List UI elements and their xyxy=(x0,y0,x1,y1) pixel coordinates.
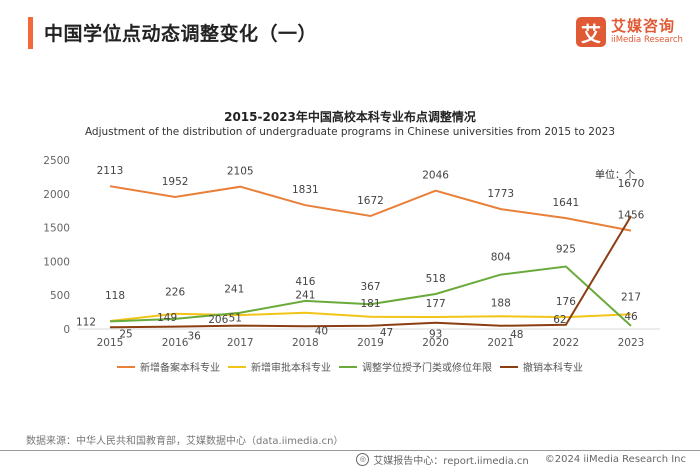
series-line-1 xyxy=(109,185,632,232)
data-label: 176 xyxy=(556,296,576,308)
y-tick-label: 1000 xyxy=(43,256,70,268)
series-line-4 xyxy=(109,215,632,329)
y-tick-label: 1500 xyxy=(43,223,70,235)
data-label: 46 xyxy=(624,311,638,323)
data-label: 93 xyxy=(429,329,442,341)
data-label: 925 xyxy=(556,243,576,255)
x-tick-label: 2016 xyxy=(162,337,189,349)
legend-item: 新增备案本科专业 xyxy=(117,359,220,374)
data-label: 188 xyxy=(491,297,511,309)
x-tick-label: 2023 xyxy=(618,337,645,349)
x-tick-label: 2021 xyxy=(487,337,514,349)
data-label: 206 xyxy=(208,314,228,326)
data-label: 2105 xyxy=(227,166,254,178)
footer-divider xyxy=(0,450,700,451)
data-label: 2113 xyxy=(97,165,124,177)
x-tick-label: 2018 xyxy=(292,337,319,349)
data-label: 47 xyxy=(380,327,393,339)
data-label: 226 xyxy=(165,287,185,299)
footer: ◎ 艾媒报告中心：report.iimedia.cn ©2024 iiMedia… xyxy=(356,452,686,467)
footer-report-center: 艾媒报告中心：report.iimedia.cn xyxy=(373,456,529,467)
chart-subtitle: Adjustment of the distribution of underg… xyxy=(84,126,616,138)
x-tick-label: 2017 xyxy=(227,337,254,349)
series-line-2 xyxy=(109,311,632,322)
data-label: 217 xyxy=(621,291,641,303)
x-tick-label: 2015 xyxy=(97,337,124,349)
y-tick-label: 0 xyxy=(63,324,70,336)
logo-name-cn: 艾媒咨询 xyxy=(611,17,676,35)
legend-swatch xyxy=(500,365,518,368)
series-line-3 xyxy=(109,265,632,327)
data-label: 1641 xyxy=(553,197,580,209)
logo-icon: 艾 xyxy=(576,17,606,47)
data-label: 1456 xyxy=(618,210,645,222)
data-label: 25 xyxy=(119,328,132,340)
data-label: 241 xyxy=(224,284,244,296)
legend-label: 撤销本科专业 xyxy=(523,363,583,374)
unit-label: 单位：个 xyxy=(595,170,635,181)
data-label: 518 xyxy=(426,273,446,285)
data-label: 177 xyxy=(426,298,446,310)
legend-label: 新增审批本科专业 xyxy=(251,363,331,374)
legend-label: 调整学位授予门类或修位年限 xyxy=(362,363,492,374)
logo-name-en: iiMedia Research xyxy=(611,35,683,45)
data-label: 1831 xyxy=(292,184,319,196)
legend-swatch xyxy=(339,365,357,368)
data-label: 36 xyxy=(187,331,201,343)
legend-label: 新增备案本科专业 xyxy=(140,363,220,374)
footer-copyright: ©2024 iiMedia Research Inc xyxy=(544,454,686,465)
data-label: 112 xyxy=(76,316,96,328)
data-label: 416 xyxy=(295,276,315,288)
data-label: 51 xyxy=(229,313,242,325)
data-label: 181 xyxy=(360,298,380,310)
x-tick-label: 2019 xyxy=(357,337,384,349)
data-label: 1952 xyxy=(162,176,189,188)
data-label: 1773 xyxy=(487,188,514,200)
legend-item: 新增审批本科专业 xyxy=(228,359,331,374)
data-label: 1670 xyxy=(618,178,645,190)
data-label: 62 xyxy=(553,314,566,326)
chart-title: 2015-2023年中国高校本科专业布点调整情况 xyxy=(224,110,476,124)
data-label: 2046 xyxy=(422,170,449,182)
y-tick-label: 2000 xyxy=(43,189,70,201)
data-label: 367 xyxy=(360,281,380,293)
x-tick-label: 2020 xyxy=(422,337,449,349)
data-label: 40 xyxy=(315,325,328,337)
brand-logo: 艾 艾媒咨询 iiMedia Research xyxy=(576,17,683,47)
legend-swatch xyxy=(117,365,135,368)
globe-icon: ◎ xyxy=(356,453,370,466)
title-accent-bar xyxy=(28,17,33,49)
data-label: 149 xyxy=(157,312,177,324)
data-label: 1672 xyxy=(357,195,384,207)
legend-swatch xyxy=(228,365,246,368)
data-label: 48 xyxy=(510,329,523,341)
chart-legend: 新增备案本科专业 新增审批本科专业 调整学位授予门类或修位年限 撤销本科专业 xyxy=(0,359,700,374)
y-tick-label: 500 xyxy=(50,290,70,302)
data-label: 118 xyxy=(105,290,125,302)
data-source: 数据来源：中华人民共和国教育部，艾媒数据中心（data.iimedia.cn） xyxy=(26,436,344,447)
y-tick-label: 2500 xyxy=(43,155,70,167)
data-label: 804 xyxy=(491,252,511,264)
data-label: 241 xyxy=(295,290,315,302)
x-tick-label: 2022 xyxy=(553,337,580,349)
page-title: 中国学位点动态调整变化（一） xyxy=(44,23,318,45)
legend-item: 撤销本科专业 xyxy=(500,359,583,374)
legend-item: 调整学位授予门类或修位年限 xyxy=(339,359,492,374)
